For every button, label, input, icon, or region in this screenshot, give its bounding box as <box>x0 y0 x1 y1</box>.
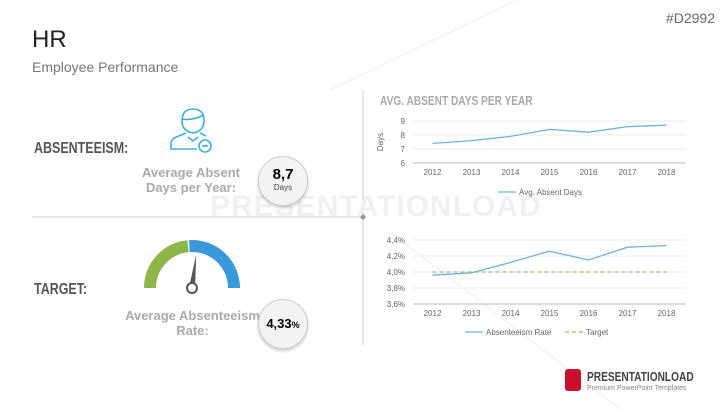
chart1-xtick: 2016 <box>580 168 598 177</box>
chart1-title: AVG. ABSENT DAYS PER YEAR <box>380 93 533 108</box>
chart2-xtick: 2013 <box>463 309 481 318</box>
chart1-ytick: 6 <box>401 159 406 168</box>
slide-code: #D2992 <box>665 10 715 26</box>
chart1-series-line <box>432 124 667 145</box>
avg-rate-value: 4,33 <box>266 316 292 331</box>
chart2-legend-label: Absenteeism Rate <box>486 328 552 337</box>
logo-text: PRESENTATIONLOAD <box>587 369 694 384</box>
logo-mark-icon <box>565 369 581 391</box>
chart2-ytick: 4,4% <box>387 236 405 245</box>
chart1-ylabel: Days <box>376 133 385 151</box>
chart2-ytick: 4,2% <box>387 252 405 261</box>
chart2-xtick: 2015 <box>541 309 559 318</box>
chart2-ytick: 3,6% <box>387 300 405 309</box>
gauge-needle-hub <box>186 282 198 294</box>
charts-area: 6 7 8 9 2012 2013 2014 2015 2016 2017 2018 Days Avg.… <box>376 117 686 337</box>
chart2-xtick: 2012 <box>424 309 442 318</box>
chart1-ytick: 8 <box>401 131 406 140</box>
logo: PRESENTATIONLOAD Premium PowerPoint Temp… <box>565 367 713 397</box>
avg-days-badge: 8,7 Days <box>258 156 308 206</box>
avg-days-value: 8,7 <box>272 166 294 183</box>
chart2-legend-label: Target <box>586 328 609 337</box>
employee-minus-icon <box>170 108 212 153</box>
chart1-ytick: 9 <box>401 117 406 126</box>
page-subtitle: Employee Performance <box>32 59 179 75</box>
avg-rate-badge: 4,33% <box>258 299 308 349</box>
target-label: TARGET: <box>34 281 88 298</box>
chart1-xtick: 2012 <box>424 168 442 177</box>
chart2-xtick: 2014 <box>502 309 520 318</box>
decor-line <box>389 231 621 409</box>
chart1-legend-label: Avg. Absent Days <box>519 188 582 197</box>
chart2-series-line <box>432 244 667 276</box>
chart1-xtick: 2015 <box>541 168 559 177</box>
decor-line <box>329 0 519 91</box>
chart2-xtick: 2018 <box>658 309 676 318</box>
avg-rate-unit: % <box>291 320 300 330</box>
absenteeism-gauge <box>144 240 240 294</box>
chart2-ytick: 4,0% <box>387 268 405 277</box>
divider-dot <box>360 214 366 220</box>
page-title: HR <box>32 26 67 53</box>
avg-days-label: Average Absent Days per Year: <box>141 165 240 195</box>
gauge-blue-segment <box>188 240 240 289</box>
chart2-xtick: 2017 <box>619 309 637 318</box>
avg-days-unit: Days <box>273 183 293 192</box>
gauge-green-segment <box>144 240 189 289</box>
chart1-ytick: 7 <box>401 145 406 154</box>
gauge-needle <box>189 254 197 289</box>
chart1-xtick: 2017 <box>619 168 637 177</box>
avg-rate-label: Average Absenteeism Rate: <box>125 308 260 338</box>
chart2-xtick: 2016 <box>580 309 598 318</box>
chart2-ytick: 3,8% <box>387 284 405 293</box>
chart1-xtick: 2014 <box>502 168 520 177</box>
logo-tagline: Premium PowerPoint Templates <box>587 385 687 392</box>
chart1-xtick: 2013 <box>463 168 481 177</box>
absenteeism-label: ABSENTEEISM: <box>34 140 129 157</box>
chart1-xtick: 2018 <box>658 168 676 177</box>
